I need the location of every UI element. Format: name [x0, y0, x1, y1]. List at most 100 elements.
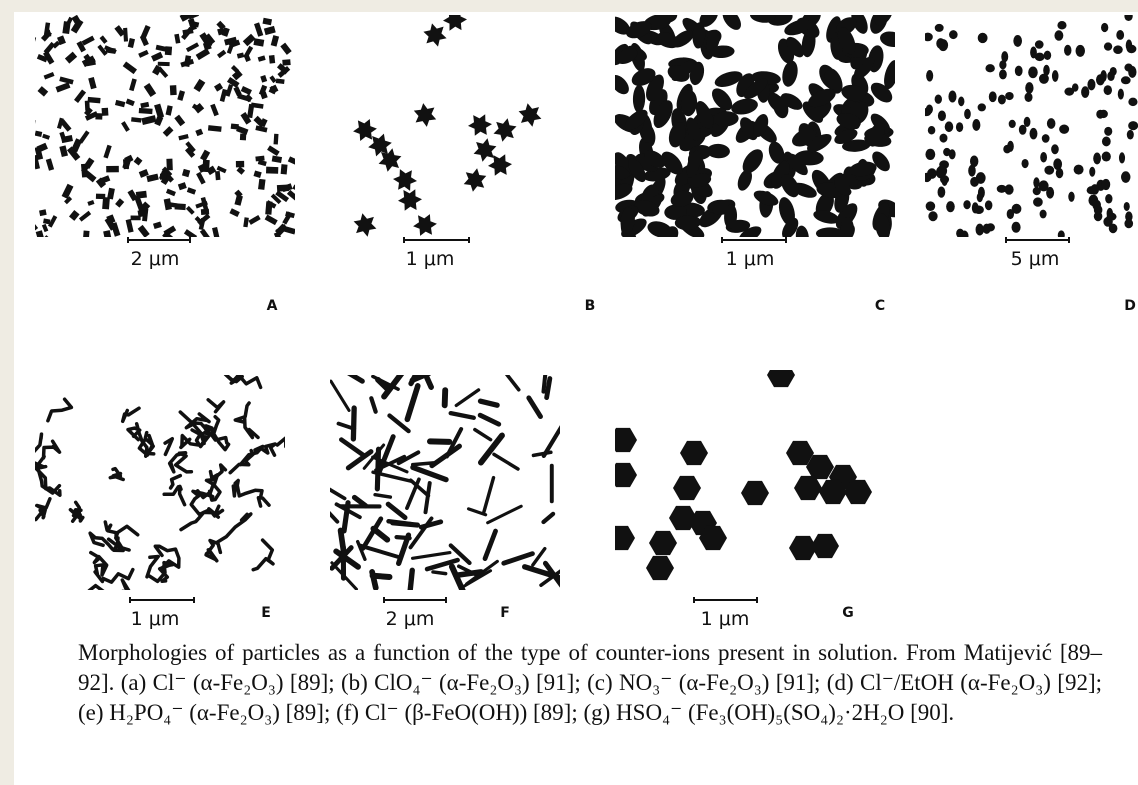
particle [78, 210, 92, 222]
particle [674, 215, 700, 231]
particle [130, 215, 141, 221]
particle [808, 88, 836, 108]
particle [999, 69, 1007, 80]
particle [1004, 184, 1014, 195]
particle-chain [163, 436, 175, 457]
particle [999, 60, 1007, 70]
particle [815, 227, 845, 237]
particle [178, 133, 189, 141]
particle [615, 75, 629, 95]
particle-chain [106, 524, 140, 552]
particle [76, 40, 86, 53]
particle [236, 125, 249, 135]
particle [280, 42, 292, 55]
particle [35, 119, 36, 131]
particle [154, 115, 164, 127]
particle [1011, 221, 1021, 233]
hexagon-particle [844, 479, 872, 505]
particle-chain [189, 489, 221, 519]
hexagon-particle [806, 454, 834, 480]
particle [849, 161, 877, 177]
particle [410, 464, 449, 483]
particle [125, 98, 135, 107]
panel-letter: B [585, 298, 596, 314]
particle [62, 21, 71, 35]
hexagon-particle [794, 475, 822, 501]
particle [103, 230, 113, 237]
particle-chain [35, 432, 62, 495]
particle [1029, 127, 1038, 140]
particle [106, 165, 119, 173]
micrograph [615, 15, 895, 237]
particle [193, 78, 206, 93]
particle [239, 133, 247, 141]
particle [350, 405, 357, 442]
particle [834, 174, 851, 196]
particle [1101, 178, 1111, 191]
particle-chain [206, 398, 226, 414]
particle [137, 224, 150, 237]
star-particle [353, 119, 377, 141]
particle [1053, 158, 1063, 171]
particle [385, 501, 408, 521]
particle [42, 133, 51, 140]
particle [448, 410, 476, 420]
particle [407, 567, 415, 590]
particle [83, 157, 95, 169]
particle-chain [256, 496, 271, 508]
particle-chain [204, 538, 223, 563]
particle [714, 71, 743, 87]
particle [35, 130, 43, 138]
particle [738, 226, 762, 237]
particle [1051, 144, 1059, 155]
particle [292, 184, 295, 193]
particle [115, 198, 125, 208]
particle-chain [228, 448, 255, 475]
particle [275, 78, 285, 84]
star-particle [393, 169, 417, 191]
particle [884, 60, 895, 90]
particle [1090, 184, 1100, 195]
particle [1121, 171, 1131, 183]
particle [1107, 71, 1115, 82]
particle-chain [89, 550, 109, 577]
particle [103, 144, 112, 159]
particle [164, 46, 173, 56]
particle [35, 230, 46, 237]
scale-label: 1 μm [726, 248, 775, 270]
particle [374, 454, 407, 472]
particle [742, 149, 763, 174]
panel-letter: F [500, 605, 510, 621]
particle [1034, 52, 1045, 62]
particle [972, 119, 981, 131]
particle [737, 169, 752, 191]
particle [744, 78, 768, 100]
particle [418, 519, 444, 530]
particle [271, 155, 283, 163]
hexagon-particle [811, 533, 839, 559]
particle [1128, 97, 1138, 107]
particle [997, 94, 1006, 105]
particle [680, 90, 698, 117]
particle [1126, 44, 1137, 54]
particle [880, 31, 895, 48]
particle [1103, 85, 1113, 96]
particle [339, 437, 367, 459]
particle [257, 159, 267, 167]
particle [740, 117, 758, 141]
particle [129, 78, 137, 92]
particle [258, 84, 268, 96]
particle [270, 35, 280, 47]
particle [330, 487, 347, 501]
particle [948, 149, 956, 160]
particle [165, 105, 173, 116]
particle [35, 154, 41, 170]
particle [668, 121, 686, 148]
particle [656, 32, 680, 49]
particle [444, 427, 464, 459]
particle [837, 27, 856, 55]
hexagon-particle [767, 370, 795, 388]
particle [230, 123, 239, 130]
particle-chain [93, 567, 135, 584]
particle [166, 158, 173, 171]
